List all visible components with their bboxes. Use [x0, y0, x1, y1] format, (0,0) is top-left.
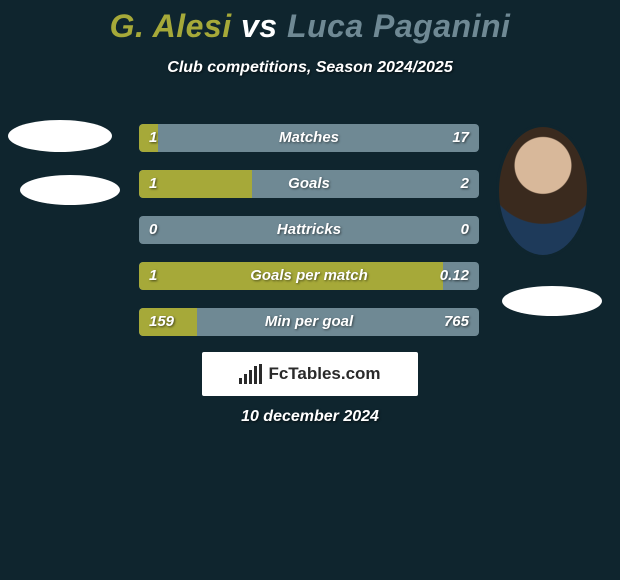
stat-row: 1Goals2 — [139, 170, 479, 198]
stat-label: Hattricks — [139, 216, 479, 244]
stat-row: 1Goals per match0.12 — [139, 262, 479, 290]
logo-bars-icon — [239, 364, 262, 384]
subtitle: Club competitions, Season 2024/2025 — [0, 59, 620, 77]
player1-avatar-placeholder — [8, 120, 112, 152]
stat-value-right: 765 — [444, 308, 469, 336]
stat-row: 1Matches17 — [139, 124, 479, 152]
player1-shadow — [20, 175, 120, 205]
player1-name: G. Alesi — [110, 8, 232, 44]
stat-row: 159Min per goal765 — [139, 308, 479, 336]
player2-name: Luca Paganini — [287, 8, 510, 44]
stat-label: Goals per match — [139, 262, 479, 290]
comparison-title: G. Alesi vs Luca Paganini — [0, 0, 620, 45]
stat-value-right: 17 — [452, 124, 469, 152]
comparison-chart: 1Matches17 1Goals2 0Hattricks0 1Goals per m… — [139, 124, 479, 354]
stat-label: Goals — [139, 170, 479, 198]
vs-text: vs — [241, 8, 278, 44]
stat-value-right: 0.12 — [440, 262, 469, 290]
date-text: 10 december 2024 — [0, 408, 620, 426]
stat-value-right: 0 — [461, 216, 469, 244]
player2-shadow — [502, 286, 602, 316]
stat-label: Matches — [139, 124, 479, 152]
stat-label: Min per goal — [139, 308, 479, 336]
stat-value-right: 2 — [461, 170, 469, 198]
logo-text: FcTables.com — [268, 364, 380, 384]
player2-avatar — [496, 124, 590, 258]
fctables-logo: FcTables.com — [202, 352, 418, 396]
stat-row: 0Hattricks0 — [139, 216, 479, 244]
